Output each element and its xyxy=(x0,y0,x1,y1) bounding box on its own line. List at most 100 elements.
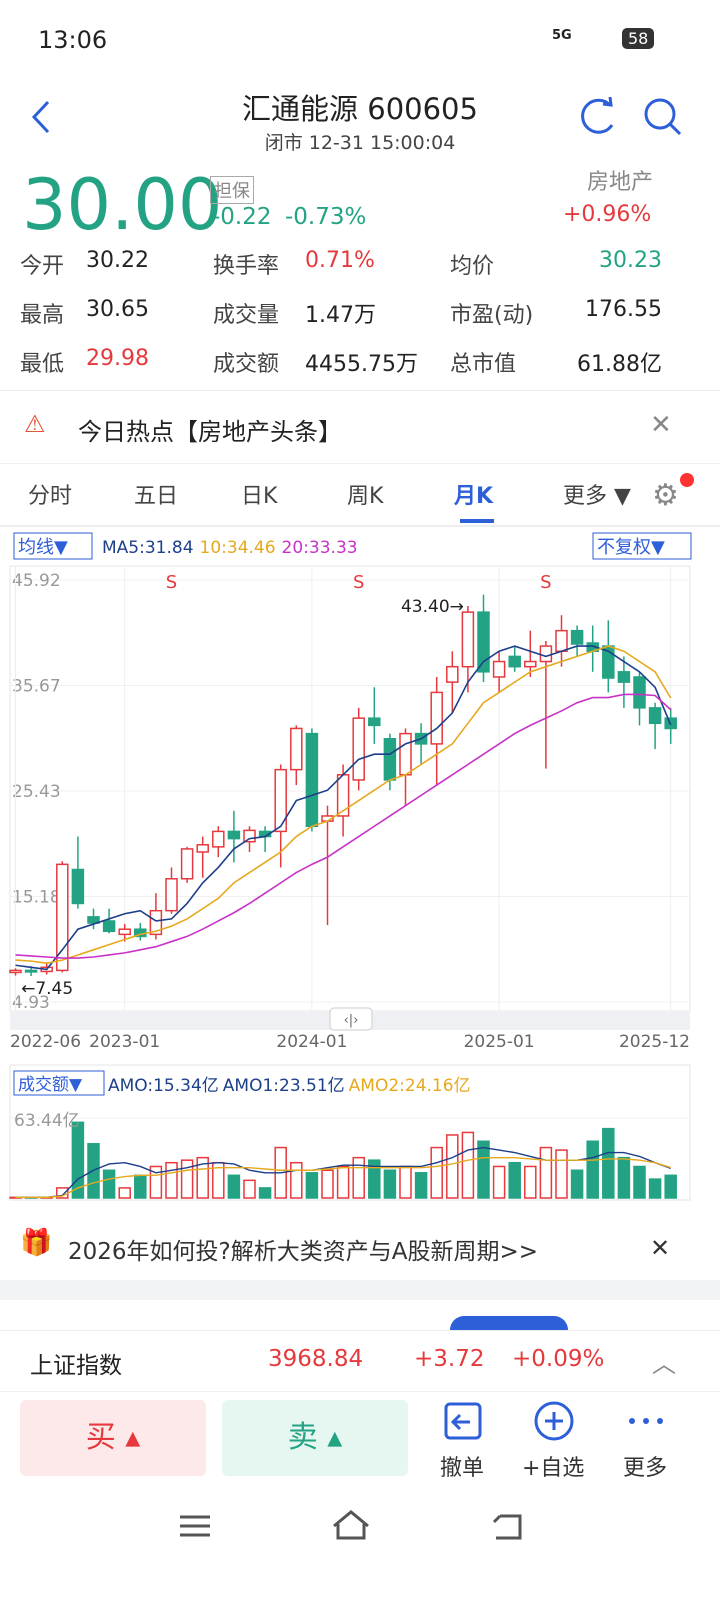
stat-value: 30.65 xyxy=(86,297,149,322)
candle-body xyxy=(71,868,85,905)
volume-toggle[interactable]: 成交额▼ xyxy=(18,1075,83,1095)
volume-bar xyxy=(336,1165,350,1199)
tab[interactable]: 分时 xyxy=(28,484,73,509)
volume-bar xyxy=(461,1131,475,1199)
tab[interactable]: 更多 ▼ xyxy=(563,484,631,509)
min-label: ←7.45 xyxy=(21,979,73,999)
y-tick-label: 45.92 xyxy=(12,571,61,591)
stat-value: 1.47万 xyxy=(305,303,376,328)
candle-body xyxy=(149,909,163,936)
candle-body xyxy=(539,645,553,663)
nav-bar xyxy=(180,1510,522,1540)
search-icon[interactable] xyxy=(644,98,676,130)
cancel[interactable]: 撤单 xyxy=(440,1456,485,1481)
volume-bar xyxy=(290,1161,303,1199)
divider xyxy=(0,1280,720,1300)
volume-bar xyxy=(648,1178,662,1199)
tab[interactable]: 日K xyxy=(241,484,278,509)
legend-toggle[interactable]: 均线▼ xyxy=(18,537,68,558)
tab-pill xyxy=(450,1316,568,1330)
network: 5G xyxy=(552,28,572,43)
price: 30.00 xyxy=(22,164,223,246)
candle-body xyxy=(87,916,100,924)
signal: S xyxy=(353,572,364,593)
volume-bar xyxy=(555,1149,568,1199)
volume-bar xyxy=(134,1174,147,1199)
tab[interactable]: 月K xyxy=(454,484,494,509)
y-tick-label: 35.67 xyxy=(12,677,61,697)
more[interactable]: 更多 xyxy=(623,1456,668,1481)
candle-body xyxy=(570,629,584,645)
expand[interactable]: ︿ xyxy=(652,1350,676,1378)
legend-toggle-box[interactable] xyxy=(13,532,93,560)
stat-label: 换手率 xyxy=(213,254,280,279)
candle-body xyxy=(555,629,568,652)
sector-pct: +0.96% xyxy=(563,202,652,227)
adjust-box[interactable] xyxy=(592,532,692,560)
stat-label: 最高 xyxy=(20,303,65,328)
x-tick-label: 2023-01 xyxy=(89,1032,160,1052)
index-name: 上证指数 xyxy=(30,1353,122,1379)
volume-bar xyxy=(617,1156,631,1199)
stat-label: 市盈(动) xyxy=(450,303,534,328)
volume-bar xyxy=(664,1174,677,1199)
ma-line xyxy=(15,693,672,959)
volume-bar xyxy=(196,1156,209,1199)
watch[interactable]: +自选 xyxy=(522,1456,585,1481)
volume-bar xyxy=(602,1127,615,1199)
settings[interactable]: ⚙ xyxy=(652,478,679,513)
volume-toggle-box[interactable] xyxy=(13,1070,105,1096)
sector[interactable]: 房地产 xyxy=(587,170,654,195)
sell-label: 卖 xyxy=(287,1420,318,1455)
pct: -0.73% xyxy=(285,204,367,230)
tab[interactable]: 周K xyxy=(347,484,384,509)
header-icons xyxy=(31,96,682,136)
signal: S xyxy=(540,572,551,593)
index-value: 3968.84 xyxy=(268,1346,364,1372)
banner-close[interactable]: ✕ xyxy=(650,1234,671,1262)
menu-nav[interactable] xyxy=(180,1515,210,1537)
sell-button[interactable]: 卖 ▴ xyxy=(222,1400,408,1476)
candle-body xyxy=(165,878,178,912)
chart: 均线▼ 不复权▼ ‹|› 成交额▼ AMO:15.34亿 45.92 35.67 2… xyxy=(0,525,720,1201)
volume-bar xyxy=(383,1169,397,1199)
volume-bar xyxy=(430,1146,443,1199)
index-change: +3.72 xyxy=(414,1346,485,1372)
candle-body xyxy=(196,844,209,853)
candle-body xyxy=(180,848,194,880)
candle-body xyxy=(352,717,365,781)
candle-body xyxy=(102,920,116,933)
candle-body xyxy=(633,676,646,709)
candle-body xyxy=(648,707,662,725)
change: -0.22 xyxy=(212,204,272,230)
buy-button[interactable]: 买 ▴ xyxy=(20,1400,206,1476)
index-bar[interactable] xyxy=(0,1330,720,1392)
tab[interactable]: 五日 xyxy=(134,484,179,509)
candle-body xyxy=(508,655,521,668)
stat-label: 均价 xyxy=(450,254,495,279)
hot-text[interactable]: 今日热点【房地产头条】 xyxy=(78,418,342,446)
volume-bar xyxy=(633,1165,646,1199)
volume-bar xyxy=(524,1165,537,1199)
banner-text[interactable]: 2026年如何投?解析大类资产与A股新周期>> xyxy=(68,1239,539,1265)
stat-value: 0.71% xyxy=(305,248,375,273)
y-tick-label: 25.43 xyxy=(12,782,61,802)
volume-bar xyxy=(352,1156,365,1199)
y-tick-label: 15.18 xyxy=(12,887,61,907)
adjust[interactable]: 不复权▼ xyxy=(597,537,665,558)
candle-body xyxy=(227,830,241,840)
stat-value: 4455.75万 xyxy=(305,352,418,377)
back-icon[interactable] xyxy=(31,100,50,134)
x-tick-label: 2024-01 xyxy=(276,1032,347,1052)
close[interactable]: ✕ xyxy=(650,410,672,440)
candle-body xyxy=(399,732,412,776)
volume-bar xyxy=(321,1169,334,1199)
hot-bar[interactable] xyxy=(0,390,720,464)
back-nav[interactable] xyxy=(492,1514,522,1540)
candle-body xyxy=(290,727,303,771)
home-nav[interactable] xyxy=(333,1510,369,1540)
refresh-icon[interactable] xyxy=(581,96,614,134)
candle-body xyxy=(243,829,256,843)
ma-line xyxy=(15,645,672,971)
